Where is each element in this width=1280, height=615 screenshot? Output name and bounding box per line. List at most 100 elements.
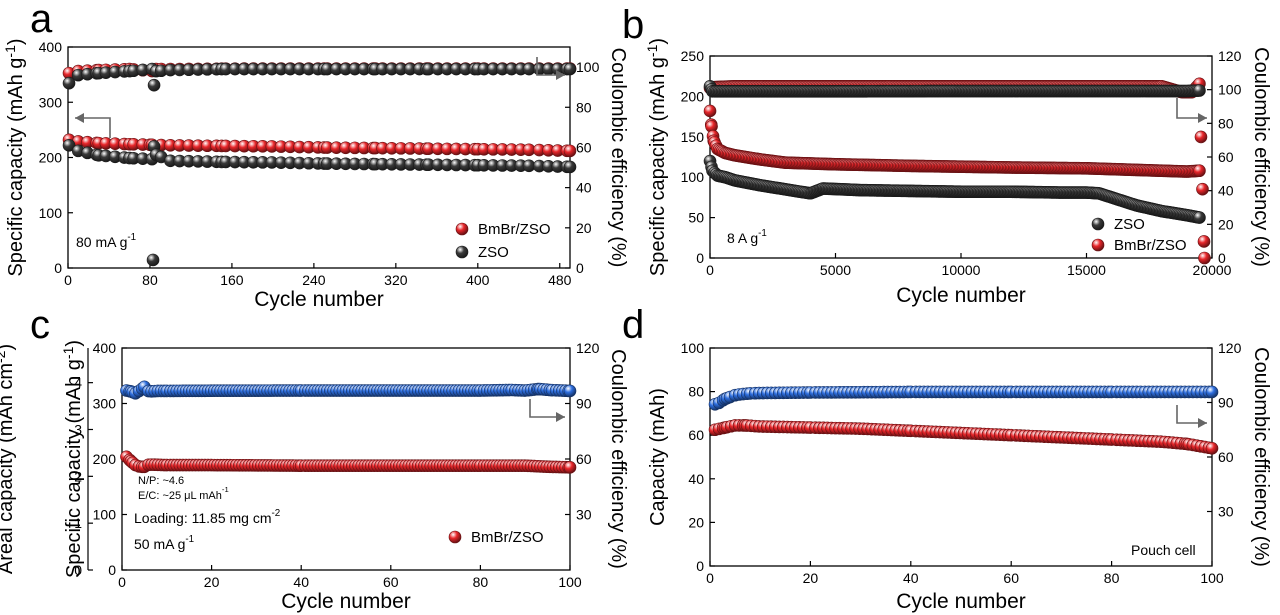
y3-tick-label: 1 xyxy=(74,515,82,531)
series-zso-efficiency xyxy=(703,80,1206,98)
y2-tick-label: 90 xyxy=(1218,395,1234,411)
data-point xyxy=(146,253,160,267)
y-axis-title: Specific capacity (mAh g-1) xyxy=(644,38,669,276)
arrow-line xyxy=(1176,98,1207,119)
x-tick-label: 40 xyxy=(903,570,919,586)
y2-tick-label: 100 xyxy=(1218,82,1242,98)
legend-label: BmBr/ZSO xyxy=(471,529,544,546)
data-point xyxy=(1196,182,1209,196)
y3-tick-label: 4 xyxy=(74,375,82,391)
panel-letter-c: c xyxy=(30,303,50,347)
y-tick-label: 400 xyxy=(93,340,117,356)
data-point xyxy=(147,78,161,92)
y2-axis-title: Coulombic efficiency (%) xyxy=(607,48,629,268)
data-point xyxy=(563,160,577,174)
series-zso-efficiency xyxy=(62,62,577,267)
y2-tick-label: 30 xyxy=(576,507,592,523)
x-tick-label: 80 xyxy=(142,272,158,288)
y2-tick-label: 60 xyxy=(1218,449,1234,465)
y2-tick-label: 120 xyxy=(576,340,600,356)
y2-tick-label: 80 xyxy=(576,99,592,115)
legend: BmBr/ZSO xyxy=(448,529,544,546)
data-point xyxy=(1193,84,1206,97)
panel-letter-d: d xyxy=(622,303,644,347)
arrow-head xyxy=(1198,113,1207,123)
x-tick-label: 0 xyxy=(64,272,72,288)
y-tick-label: 20 xyxy=(688,514,704,530)
series-bmbr-zso-efficiency xyxy=(120,380,577,400)
y-tick-label: 100 xyxy=(681,169,705,185)
y3-tick-label: 0 xyxy=(74,562,82,578)
y-tick-label: 0 xyxy=(696,250,704,266)
legend-marker xyxy=(1091,217,1105,231)
x-tick-label: 10000 xyxy=(942,262,981,278)
arrow-line xyxy=(536,57,565,76)
x-tick-label: 60 xyxy=(383,574,399,590)
x-tick-label: 20 xyxy=(803,570,819,586)
data-point xyxy=(703,104,717,118)
y-tick-label: 300 xyxy=(93,396,117,412)
panel-letter-a: a xyxy=(30,0,53,41)
y-tick-label: 80 xyxy=(688,384,704,400)
y-tick-label: 200 xyxy=(681,88,705,104)
y2-tick-label: 60 xyxy=(1218,149,1234,165)
rate-annotation: 80 mA g-1 xyxy=(76,232,136,250)
arrow-head xyxy=(556,412,565,422)
chart-panel-d: 0 20 40 60 80 100 0 20 40 60 80 100 30 60 90 120 Cycle n… xyxy=(647,340,1272,613)
series-capacity xyxy=(708,419,1219,455)
axis-arrow-left xyxy=(75,113,111,138)
data-point xyxy=(1205,385,1219,399)
y2-tick-label: 0 xyxy=(1218,250,1226,266)
data-point xyxy=(1193,164,1206,178)
arrow-head xyxy=(556,70,565,80)
y2-tick-label: 60 xyxy=(576,451,592,467)
x-tick-label: 80 xyxy=(1104,570,1120,586)
data-point xyxy=(1197,235,1211,248)
series-bmbr-zso-capacity xyxy=(62,133,577,158)
y2-axis-title: Coulombic efficiency (%) xyxy=(1250,347,1272,567)
chart-panel-b: 0 5000 10000 15000 2000005010015020025002040… xyxy=(644,38,1272,307)
y-tick-label: 100 xyxy=(681,340,705,356)
legend-marker xyxy=(448,530,462,544)
data-point xyxy=(563,384,577,398)
y-tick-label: 200 xyxy=(93,451,117,467)
x-tick-label: 15000 xyxy=(1067,262,1106,278)
legend: ZSO BmBr/ZSO xyxy=(1091,216,1187,254)
x-tick-label: 0 xyxy=(706,262,714,278)
axis-arrow-right xyxy=(1176,98,1207,123)
series-zso-capacity xyxy=(703,154,1206,224)
series-bmbr-zso-capacity xyxy=(703,104,1206,178)
y2-tick-label: 80 xyxy=(1218,115,1234,131)
legend-marker xyxy=(455,245,469,259)
legend-label: ZSO xyxy=(478,244,509,261)
series-zso-capacity xyxy=(62,139,577,174)
y3-axis-title: Areal capacity (mAh cm-2) xyxy=(0,344,17,574)
y2-tick-label: 60 xyxy=(576,139,592,155)
x-tick-label: 80 xyxy=(473,574,489,590)
arrow-line xyxy=(1176,405,1207,424)
y-tick-label: 0 xyxy=(108,562,116,578)
y-tick-label: 60 xyxy=(688,427,704,443)
y2-axis-title: Coulombic efficiency (%) xyxy=(607,349,629,569)
data-point xyxy=(1193,211,1206,224)
y-tick-label: 0 xyxy=(54,260,62,276)
axis-arrow-right xyxy=(529,399,565,422)
arrow-line xyxy=(75,117,111,138)
chart-panel-a: 0 80 160 240 320 400 4800100200300400020406080… xyxy=(2,38,629,311)
y2-tick-label: 100 xyxy=(576,59,600,75)
axis-arrow-right xyxy=(1176,405,1207,428)
legend-label: ZSO xyxy=(1114,216,1145,233)
data-point xyxy=(62,76,76,90)
y-tick-label: 200 xyxy=(39,150,63,166)
panel-letter-b: b xyxy=(622,3,644,47)
chart-panel-c: 0 20 40 60 80 100 0 100 200 300 400 30 60 90 120 0 1 2 3 4 A… xyxy=(0,340,629,613)
legend: BmBr/ZSO ZSO xyxy=(455,221,551,261)
y-axis-title: Capacity (mAh) xyxy=(647,388,669,526)
panel-annotation: Pouch cell xyxy=(1131,542,1196,558)
x-tick-label: 160 xyxy=(220,272,244,288)
arrow-head xyxy=(75,113,84,123)
panel-annotation-line: E/C: ~25 μL mAh-1 xyxy=(138,485,229,502)
y-tick-label: 150 xyxy=(681,129,705,145)
panel-annotation-line: N/P: ~4.6 xyxy=(138,475,184,487)
